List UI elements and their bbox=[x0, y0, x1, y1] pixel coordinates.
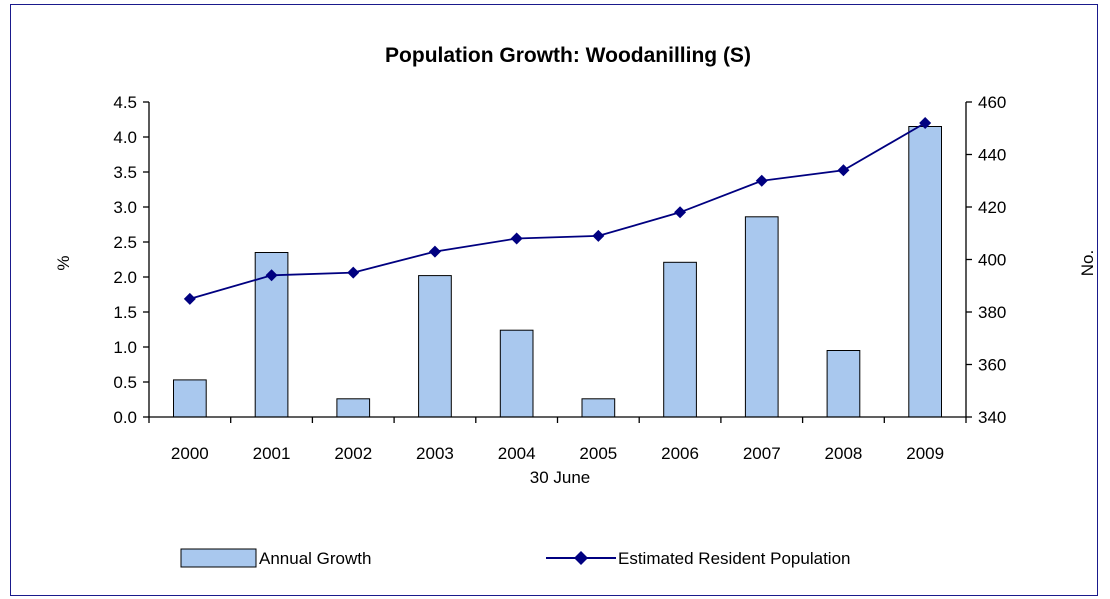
point-estimated-resident-population bbox=[183, 292, 196, 305]
left-y-tick-label: 3.5 bbox=[113, 163, 137, 182]
chart-frame: Population Growth: Woodanilling (S) 0.0 0… bbox=[10, 4, 1098, 596]
left-axis-label: % bbox=[54, 255, 73, 270]
bar-annual-growth bbox=[499, 329, 534, 418]
point-estimated-resident-population bbox=[592, 229, 605, 242]
legend-marker-population bbox=[574, 551, 588, 565]
x-tick-label: 2005 bbox=[579, 444, 617, 463]
right-y-tick-label: 400 bbox=[978, 251, 1006, 270]
left-y-tick-label: 1.0 bbox=[113, 338, 137, 357]
left-y-tick-label: 0.5 bbox=[113, 373, 137, 392]
left-y-tick-label: 0.0 bbox=[113, 408, 137, 427]
x-tick-label: 2006 bbox=[661, 444, 699, 463]
point-estimated-resident-population bbox=[837, 164, 850, 177]
bar-annual-growth bbox=[826, 350, 861, 418]
point-estimated-resident-population bbox=[919, 117, 932, 129]
bar-annual-growth bbox=[581, 398, 616, 418]
line-estimated-resident-population bbox=[189, 122, 926, 300]
x-axis-label: 30 June bbox=[530, 468, 591, 487]
legend: Annual Growth Estimated Resident Populat… bbox=[180, 548, 850, 568]
left-y-tick-label: 4.0 bbox=[113, 128, 137, 147]
right-y-tick-label: 340 bbox=[978, 408, 1006, 427]
point-estimated-resident-population bbox=[755, 174, 768, 187]
left-y-tick-label: 2.0 bbox=[113, 268, 137, 287]
right-y-tick-label: 380 bbox=[978, 303, 1006, 322]
bar-annual-growth bbox=[744, 216, 779, 418]
right-y-tick-label: 440 bbox=[978, 146, 1006, 165]
point-estimated-resident-population bbox=[674, 206, 687, 219]
legend-swatch-annual-growth bbox=[180, 548, 257, 568]
bar-annual-growth bbox=[418, 275, 452, 418]
x-tick-label: 2003 bbox=[416, 444, 454, 463]
chart: Population Growth: Woodanilling (S) 0.00… bbox=[54, 44, 1097, 568]
legend-label-annual-growth: Annual Growth bbox=[259, 549, 371, 568]
left-y-tick-label: 1.5 bbox=[113, 303, 137, 322]
x-tick-label: 2001 bbox=[253, 444, 291, 463]
bar-annual-growth bbox=[908, 126, 942, 418]
bar-annual-growth bbox=[336, 398, 371, 418]
point-estimated-resident-population bbox=[265, 269, 278, 282]
left-y-tick-label: 3.0 bbox=[113, 198, 137, 217]
left-y-tick-label: 4.5 bbox=[113, 93, 137, 112]
x-tick-label: 2004 bbox=[498, 444, 536, 463]
chart-title: Population Growth: Woodanilling (S) bbox=[385, 44, 751, 67]
x-tick-label: 2002 bbox=[334, 444, 372, 463]
point-estimated-resident-population bbox=[428, 245, 441, 258]
x-tick-label: 2008 bbox=[825, 444, 863, 463]
right-y-tick-label: 420 bbox=[978, 198, 1006, 217]
left-y-tick-label: 2.5 bbox=[113, 233, 137, 252]
x-tick-label: 2009 bbox=[906, 444, 944, 463]
point-estimated-resident-population bbox=[510, 232, 523, 245]
x-tick-label: 2000 bbox=[171, 444, 209, 463]
right-y-tick-label: 360 bbox=[978, 356, 1006, 375]
bar-annual-growth bbox=[173, 379, 207, 418]
x-tick-label: 2007 bbox=[743, 444, 781, 463]
right-y-tick-label: 460 bbox=[978, 93, 1006, 112]
point-estimated-resident-population bbox=[347, 266, 360, 279]
legend-label-population: Estimated Resident Population bbox=[618, 549, 850, 568]
right-axis-label: No. bbox=[1078, 250, 1097, 276]
bar-annual-growth bbox=[663, 261, 697, 418]
plot-area: 0.0 0.5 1.0 1.5 2.0 2.5 3.0 3.5 4.0 4.5 340 360 380 4… bbox=[113, 93, 1006, 463]
